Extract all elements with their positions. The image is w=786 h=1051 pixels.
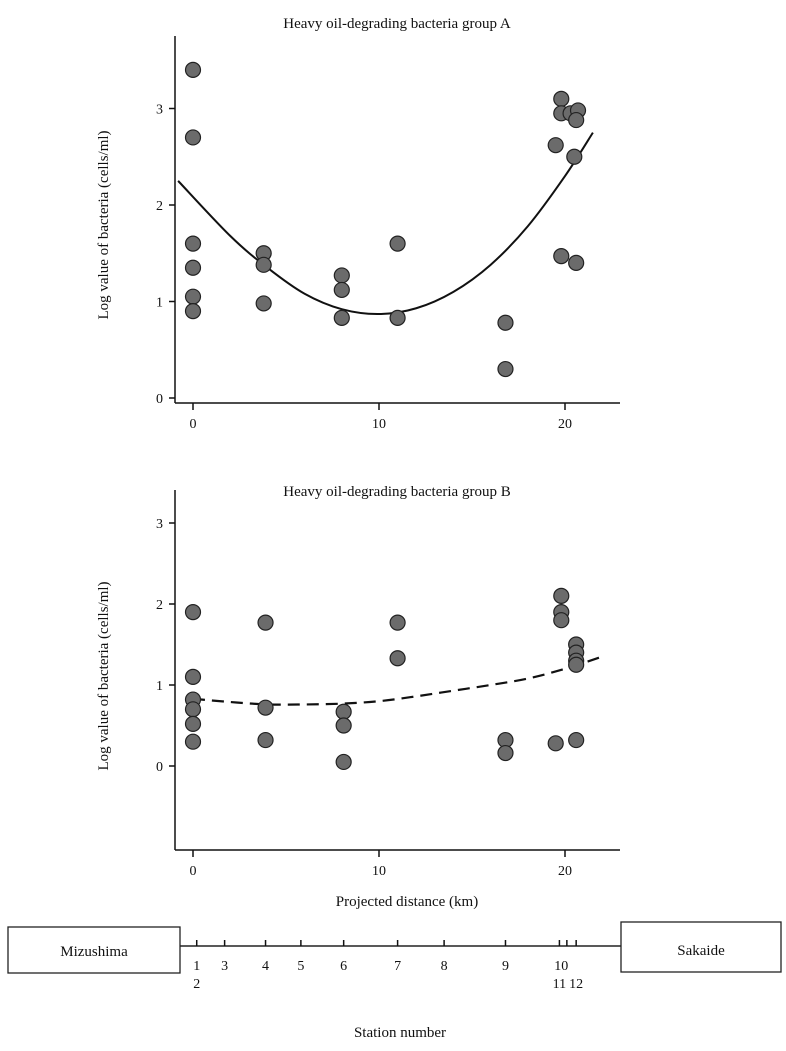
data-point (255, 295, 272, 312)
data-point (335, 753, 352, 771)
chart-b-axes: 0 1 2 3 0 10 20 (156, 490, 620, 879)
chart-a-title: Heavy oil-degrading bacteria group A (283, 16, 511, 32)
data-point (566, 148, 583, 165)
station-label: 6 (340, 959, 347, 974)
sakaide-label: Sakaide (677, 943, 725, 959)
data-point (568, 111, 585, 129)
station-label: 7 (394, 959, 401, 974)
chart-b-points (184, 587, 585, 771)
station-axis-label: Station number (354, 1025, 446, 1041)
station-label: 9 (502, 959, 509, 974)
data-point (389, 650, 406, 667)
chart-b-title: Heavy oil-degrading bacteria group B (283, 484, 510, 500)
x-tick-label: 10 (372, 417, 386, 432)
data-point (184, 715, 202, 732)
y-tick-label: 0 (156, 760, 163, 775)
data-point (389, 235, 406, 252)
chart-b-xlabel: Projected distance (km) (336, 894, 478, 910)
data-point (497, 314, 514, 331)
data-point (333, 309, 350, 327)
station-label: 12 (569, 977, 583, 992)
data-point (333, 267, 350, 284)
sakaide-box (620, 921, 782, 973)
data-point (184, 259, 202, 276)
data-point (497, 360, 514, 378)
chart-group-b: Heavy oil-degrading bacteria group B Log… (96, 484, 620, 910)
station-label: 3 (221, 959, 228, 974)
station-label: 10 (554, 959, 568, 974)
data-point (335, 717, 352, 734)
data-point (568, 731, 585, 749)
station-label: 4 (262, 959, 269, 974)
chart-a-ylabel: Log value of bacteria (cells/ml) (96, 130, 112, 319)
data-point (547, 137, 564, 154)
data-point (184, 603, 202, 621)
data-point (184, 668, 202, 686)
y-tick-label: 1 (156, 296, 163, 311)
data-point (547, 735, 564, 752)
chart-group-a: Heavy oil-degrading bacteria group A Log… (96, 16, 620, 432)
station-label: 5 (297, 959, 304, 974)
x-tick-label: 0 (190, 417, 197, 432)
mizushima-label: Mizushima (60, 944, 128, 960)
mizushima-box (7, 926, 181, 974)
data-point (257, 699, 274, 716)
chart-a-points (184, 61, 587, 378)
y-tick-label: 2 (156, 598, 163, 613)
chart-a-fit-curve (177, 132, 594, 316)
data-point (184, 61, 202, 79)
x-tick-label: 20 (558, 417, 572, 432)
data-point (335, 703, 352, 720)
y-tick-label: 0 (156, 392, 163, 407)
data-point (497, 744, 514, 762)
data-point (255, 256, 272, 273)
data-point (184, 235, 202, 252)
station-label: 8 (441, 959, 448, 974)
y-tick-label: 2 (156, 199, 163, 214)
station-label: 2 (193, 977, 200, 992)
data-point (184, 733, 202, 750)
x-tick-label: 0 (190, 864, 197, 879)
y-tick-label: 1 (156, 679, 163, 694)
station-ticks (195, 940, 577, 946)
data-point (553, 612, 570, 629)
data-point (389, 614, 406, 631)
data-point (184, 129, 202, 146)
data-point (553, 90, 570, 107)
data-point (184, 288, 202, 305)
data-point (257, 614, 274, 631)
data-point (389, 309, 406, 327)
data-point (568, 254, 585, 271)
data-point (553, 248, 570, 265)
x-tick-label: 10 (372, 864, 386, 879)
fit-curve-line (177, 132, 594, 316)
data-point (184, 303, 202, 320)
chart-a-axes: 0 1 2 3 0 10 20 (156, 36, 620, 432)
data-point (184, 701, 202, 718)
y-tick-label: 3 (156, 517, 163, 532)
chart-b-ylabel: Log value of bacteria (cells/ml) (96, 581, 112, 770)
data-point (568, 656, 585, 673)
station-label: 1 (193, 959, 200, 974)
data-point (553, 587, 570, 605)
station-label: 11 (553, 977, 566, 992)
x-tick-label: 20 (558, 864, 572, 879)
data-point (333, 281, 350, 299)
data-point (257, 731, 274, 749)
y-tick-label: 3 (156, 103, 163, 118)
